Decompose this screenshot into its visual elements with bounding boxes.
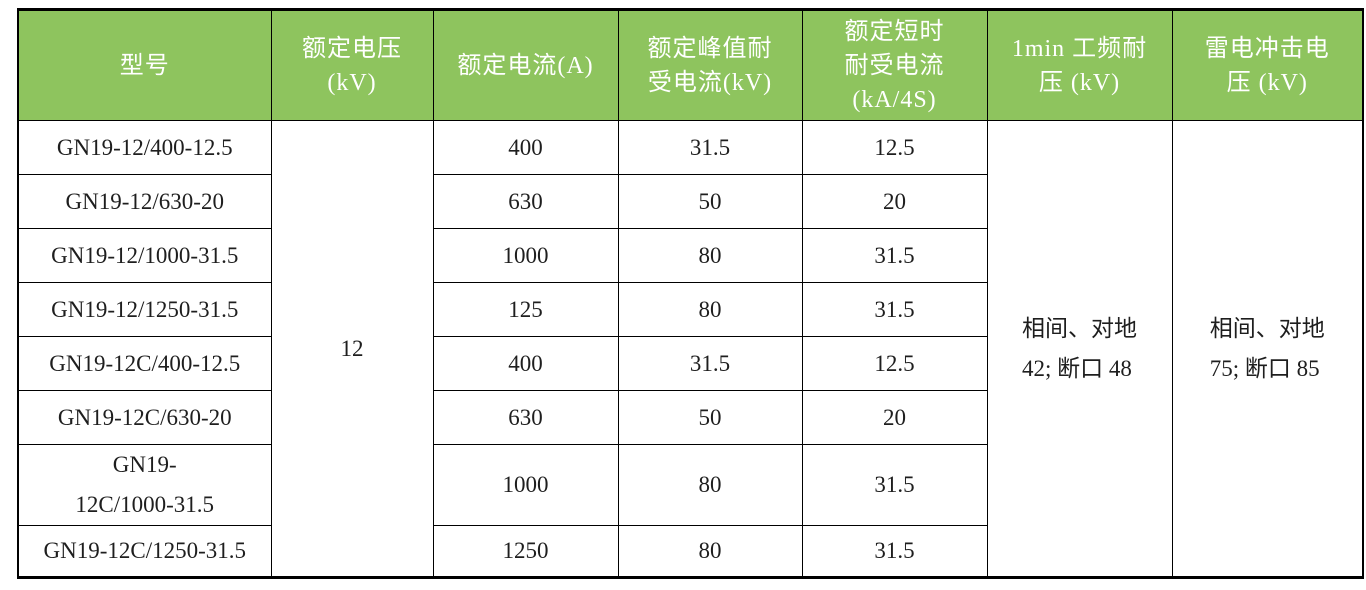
table-row: GN19- 12C/1000-31.5 1000 80 31.5 <box>17 444 1363 526</box>
rated-current-cell: 125 <box>432 282 619 337</box>
peak-withstand-cell: 80 <box>617 525 803 578</box>
peak-withstand-cell: 50 <box>617 390 803 445</box>
short-time-withstand-cell: 31.5 <box>801 282 988 337</box>
table-row: GN19-12/400-12.5 12 400 31.5 12.5 相间、对地 … <box>17 120 1364 578</box>
peak-withstand-cell: 31.5 <box>617 120 803 175</box>
header-lightning-impulse: 雷电冲击电 压 (kV) <box>1171 9 1364 121</box>
model-cell: GN19-12/1000-31.5 <box>17 228 272 283</box>
header-peak-withstand: 额定峰值耐 受电流(kV) <box>617 9 803 121</box>
power-freq-withstand-text: 相间、对地 42; 断口 48 <box>1022 315 1137 381</box>
model-cell: GN19-12C/400-12.5 <box>17 336 272 391</box>
header-power-freq-withstand: 1min 工频耐 压 (kV) <box>986 9 1173 121</box>
short-time-withstand-cell: 31.5 <box>801 228 988 283</box>
lightning-impulse-cell: 相间、对地 75; 断口 85 <box>1171 120 1364 578</box>
model-cell: GN19- 12C/1000-31.5 <box>17 444 272 526</box>
peak-withstand-cell: 80 <box>617 444 803 526</box>
short-time-withstand-cell: 31.5 <box>801 525 988 578</box>
table-row: GN19-12C/1250-31.5 1250 80 31.5 <box>17 525 1363 578</box>
peak-withstand-cell: 31.5 <box>617 336 803 391</box>
model-cell: GN19-12/1250-31.5 <box>17 282 272 337</box>
rated-current-cell: 1000 <box>432 444 619 526</box>
header-short-time-withstand: 额定短时 耐受电流 (kA/4S) <box>801 9 988 121</box>
header-model: 型号 <box>17 9 272 121</box>
rated-current-cell: 400 <box>432 120 619 175</box>
spec-table: 型号 额定电压 (kV) 额定电流(A) 额定峰值耐 受电流(kV) 额定短时 … <box>17 8 1364 579</box>
rated-current-cell: 630 <box>432 390 619 445</box>
short-time-withstand-cell: 12.5 <box>801 120 988 175</box>
short-time-withstand-cell: 20 <box>801 174 988 229</box>
header-row: 型号 额定电压 (kV) 额定电流(A) 额定峰值耐 受电流(kV) 额定短时 … <box>17 9 1364 121</box>
peak-withstand-cell: 50 <box>617 174 803 229</box>
short-time-withstand-cell: 12.5 <box>801 336 988 391</box>
rated-current-cell: 400 <box>432 336 619 391</box>
rated-current-cell: 1250 <box>432 525 619 578</box>
model-cell: GN19-12C/630-20 <box>17 390 272 445</box>
table-row: GN19-12/1000-31.5 1000 80 31.5 <box>17 228 1363 283</box>
header-rated-current: 额定电流(A) <box>432 9 619 121</box>
header-rated-voltage: 额定电压 (kV) <box>270 9 434 121</box>
power-freq-withstand-cell: 相间、对地 42; 断口 48 <box>986 120 1173 578</box>
model-cell: GN19-12C/1250-31.5 <box>17 525 272 578</box>
rated-voltage-cell: 12 <box>270 120 434 578</box>
rated-current-cell: 1000 <box>432 228 619 283</box>
short-time-withstand-cell: 31.5 <box>801 444 988 526</box>
peak-withstand-cell: 80 <box>617 228 803 283</box>
short-time-withstand-cell: 20 <box>801 390 988 445</box>
rated-current-cell: 630 <box>432 174 619 229</box>
model-cell: GN19-12/400-12.5 <box>17 120 272 175</box>
table-row: GN19-12/1250-31.5 125 80 31.5 <box>17 282 1363 337</box>
model-cell: GN19-12/630-20 <box>17 174 272 229</box>
table-row: GN19-12/630-20 630 50 20 <box>17 174 1363 229</box>
table-row: GN19-12C/630-20 630 50 20 <box>17 390 1363 445</box>
peak-withstand-cell: 80 <box>617 282 803 337</box>
lightning-impulse-text: 相间、对地 75; 断口 85 <box>1209 315 1325 381</box>
